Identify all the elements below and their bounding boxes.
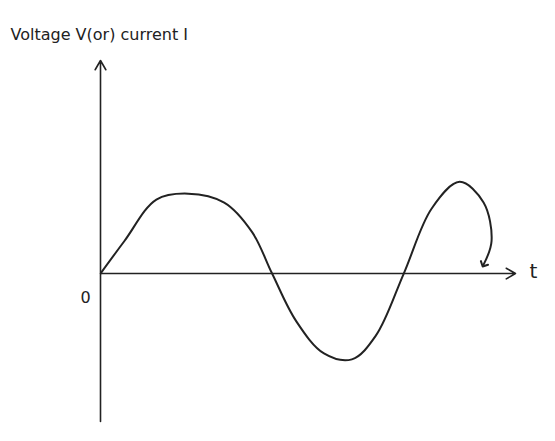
svg-text:0: 0 — [80, 288, 90, 307]
svg-text:Voltage V(or) current I: Voltage V(or) current I — [11, 25, 189, 44]
svg-text:t: t — [530, 259, 538, 283]
